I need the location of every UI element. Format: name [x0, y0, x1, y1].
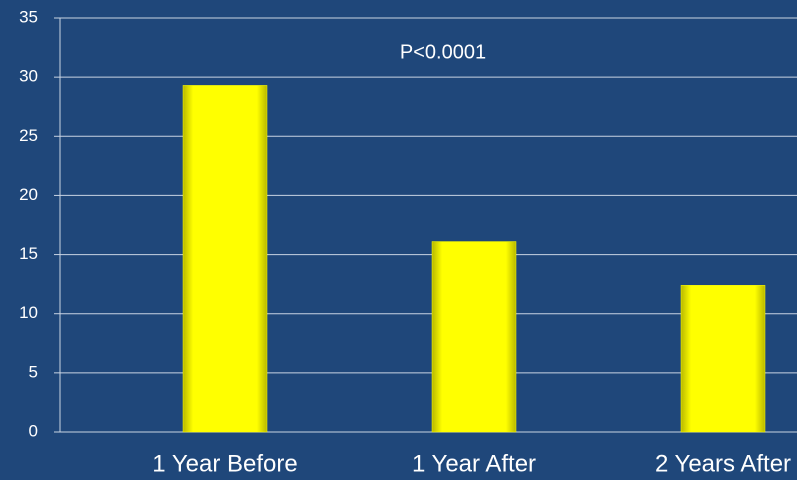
y-tick-label: 0 — [29, 421, 38, 440]
y-tick-label: 15 — [19, 244, 38, 263]
bar — [182, 85, 268, 433]
y-tick-label: 35 — [19, 7, 38, 26]
x-tick-label: 2 Years After — [655, 450, 791, 477]
y-tick-label: 20 — [19, 185, 38, 204]
y-tick-label: 30 — [19, 67, 38, 86]
x-tick-label: 1 Year Before — [152, 450, 297, 477]
bar — [680, 285, 766, 433]
annotation: P<0.0001 — [400, 41, 486, 63]
y-tick-label: 5 — [29, 362, 38, 381]
y-tick-label: 10 — [19, 303, 38, 322]
bar — [431, 241, 517, 433]
y-tick-label: 25 — [19, 126, 38, 145]
x-tick-label: 1 Year After — [412, 450, 536, 477]
